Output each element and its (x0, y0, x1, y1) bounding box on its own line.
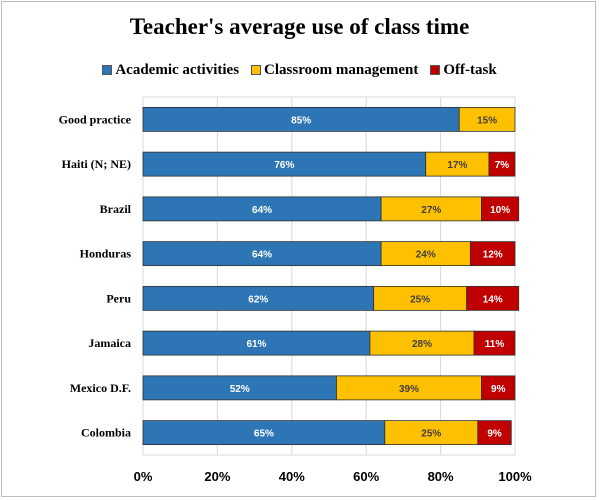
x-tick-label: 60% (353, 469, 379, 484)
x-tick-label: 80% (428, 469, 454, 484)
data-label: 10% (490, 205, 510, 216)
data-label: 12% (483, 250, 503, 261)
legend-entry-academic: Academic activities (102, 60, 239, 80)
bar-segment (142, 151, 427, 177)
bar-segment (469, 241, 516, 267)
x-tick-label: 100% (498, 469, 532, 484)
bar-segment (336, 375, 482, 401)
legend-entry-management: Classroom management (251, 60, 418, 80)
legend-swatch-offtask (430, 65, 441, 75)
data-label: 64% (252, 250, 272, 261)
data-label: 85% (291, 115, 311, 126)
data-label: 61% (246, 339, 266, 350)
category-label: Good practice (59, 112, 132, 126)
bar-segment (384, 420, 479, 446)
bar-segment (466, 285, 520, 311)
plot-area (142, 96, 516, 456)
data-label: 9% (487, 429, 502, 440)
data-label: 27% (421, 205, 441, 216)
chart-legend: Academic activities Classroom management… (0, 60, 599, 80)
data-label: 14% (483, 294, 503, 305)
category-label: Mexico D.F. (70, 381, 131, 395)
data-label: 17% (447, 160, 467, 171)
category-label: Peru (106, 291, 131, 305)
data-label: 39% (399, 384, 419, 395)
bar-segment (380, 196, 482, 222)
bar-segment (488, 151, 516, 177)
data-label: 11% (485, 339, 505, 350)
category-label: Jamaica (88, 336, 131, 350)
data-label: 25% (421, 429, 441, 440)
bar-segment (142, 241, 382, 267)
legend-entry-offtask: Off-task (430, 60, 497, 80)
data-label: 62% (248, 294, 268, 305)
bar-segment (481, 375, 516, 401)
data-label: 15% (477, 115, 497, 126)
data-label: 76% (274, 160, 294, 171)
x-tick-label: 40% (279, 469, 305, 484)
data-label: 25% (410, 294, 430, 305)
legend-label-academic: Academic activities (115, 61, 240, 78)
data-label: 28% (412, 339, 432, 350)
data-label: 24% (416, 250, 436, 261)
data-label: 7% (495, 160, 510, 171)
data-label: 65% (254, 429, 274, 440)
bar-segment (142, 196, 382, 222)
bar-segment (380, 241, 471, 267)
data-label: 64% (252, 205, 272, 216)
bar-segment (477, 420, 512, 446)
category-label: Haiti (N; NE) (62, 157, 131, 171)
bar-segment (425, 151, 490, 177)
x-tick-label: 20% (204, 469, 230, 484)
data-label: 9% (491, 384, 506, 395)
bar-segment (142, 106, 460, 132)
bar-segment (473, 330, 516, 356)
legend-label-offtask: Off-task (443, 61, 497, 78)
bar-segment (458, 106, 516, 132)
bar-segment (481, 196, 520, 222)
x-tick-label: 0% (134, 469, 153, 484)
legend-swatch-management (251, 65, 262, 75)
chart-title: Teacher's average use of class time (129, 14, 470, 39)
category-label: Colombia (81, 426, 131, 440)
category-label: Honduras (80, 247, 132, 261)
data-label: 52% (230, 384, 250, 395)
legend-swatch-academic (102, 65, 113, 75)
category-label: Brazil (100, 202, 132, 216)
legend-label-management: Classroom management (264, 61, 419, 78)
bar-segment (373, 285, 468, 311)
